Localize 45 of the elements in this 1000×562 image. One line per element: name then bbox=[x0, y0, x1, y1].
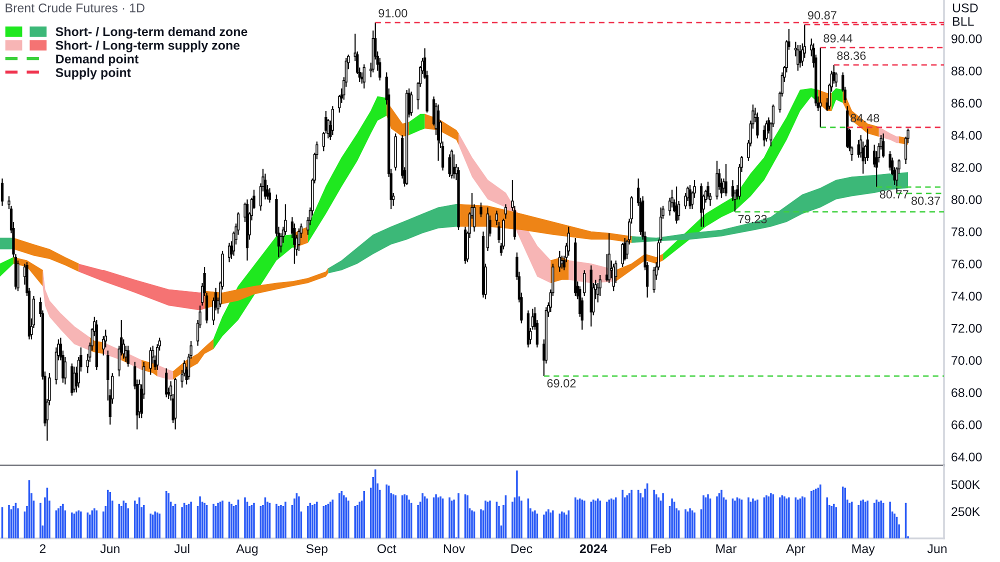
data-label: 80.37 bbox=[911, 196, 940, 205]
y-tick-label: 68.00 bbox=[952, 388, 982, 398]
x-tick-label: Dec bbox=[511, 544, 532, 554]
x-tick-label: 2 bbox=[40, 544, 46, 554]
data-label: 79.23 bbox=[738, 214, 767, 224]
y-tick-label: 250K bbox=[952, 507, 980, 516]
data-label: 80.77 bbox=[880, 190, 908, 198]
text: BLL bbox=[953, 17, 974, 26]
chart-title: Brent Crude Futures · 1D bbox=[6, 3, 144, 12]
y-tick-label: 78.00 bbox=[952, 227, 982, 236]
data-label: 90.87 bbox=[808, 11, 836, 20]
x-tick-label: Jul bbox=[174, 544, 190, 554]
y-tick-label: 66.00 bbox=[952, 420, 982, 430]
x-tick-label: Feb bbox=[651, 544, 672, 554]
y-tick-label: 500K bbox=[951, 480, 980, 490]
x-tick-label: Jun bbox=[100, 544, 120, 554]
y-tick-label: 74.00 bbox=[952, 292, 982, 301]
y-tick-label: 64.00 bbox=[952, 452, 982, 462]
y-tick-label: 72.00 bbox=[952, 324, 982, 333]
data-label: 69.02 bbox=[547, 379, 576, 388]
x-tick-label: Apr bbox=[786, 544, 806, 556]
y-tick-label: 82.00 bbox=[951, 163, 982, 172]
data-label: 88.36 bbox=[837, 52, 866, 60]
x-tick-label: Nov bbox=[444, 544, 466, 554]
y-tick-label: 76.00 bbox=[952, 260, 982, 268]
x-tick-label: Mar bbox=[716, 544, 737, 554]
y-tick-label: 90.00 bbox=[952, 34, 982, 44]
legend-label: Short- / Long-term demand zone bbox=[56, 26, 248, 39]
legend-label: Supply point bbox=[56, 68, 131, 80]
x-tick-label: Sep bbox=[306, 544, 328, 556]
x-tick-label: May bbox=[852, 544, 875, 556]
legend-label: Demand point bbox=[56, 54, 139, 66]
data-label: 91.00 bbox=[378, 9, 408, 18]
y-tick-label: 88.00 bbox=[951, 66, 982, 76]
x-tick-label: Aug bbox=[236, 544, 258, 556]
text: USD bbox=[952, 4, 978, 12]
y-tick-label: 80.00 bbox=[951, 195, 982, 204]
data-label: 89.44 bbox=[824, 34, 852, 42]
y-tick-label: 70.00 bbox=[952, 356, 982, 365]
y-tick-label: 84.00 bbox=[951, 130, 982, 140]
x-tick-label: Jun bbox=[927, 544, 947, 554]
x-tick-label: 2024 bbox=[580, 544, 608, 554]
x-tick-label: Oct bbox=[377, 544, 396, 554]
y-tick-label: 86.00 bbox=[951, 98, 982, 108]
legend-label: Short- / Long-term supply zone bbox=[56, 40, 240, 52]
